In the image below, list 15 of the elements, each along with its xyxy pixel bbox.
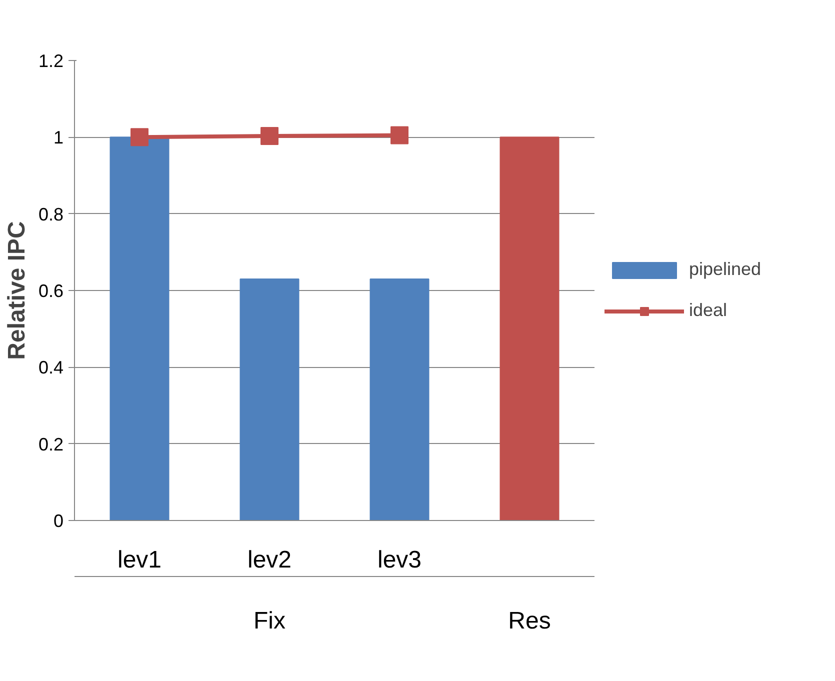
y-tick-label: 0 bbox=[53, 511, 64, 531]
y-tick-label: 0.4 bbox=[38, 358, 64, 378]
legend-label: ideal bbox=[689, 300, 728, 321]
y-tick-label: 0.6 bbox=[38, 281, 64, 301]
text: Res bbox=[508, 608, 551, 634]
y-axis-title: Relative IPC bbox=[3, 221, 30, 360]
x-tick-label: lev2 bbox=[247, 546, 292, 574]
x-tick-label: lev1 bbox=[117, 546, 162, 574]
legend-label: pipelined bbox=[689, 259, 762, 280]
y-tick-label: 1.2 bbox=[38, 51, 64, 71]
y-tick-label: 0.2 bbox=[38, 434, 64, 454]
text: Fix bbox=[254, 608, 286, 634]
y-tick-label: 1 bbox=[53, 128, 64, 148]
y-tick-label: 0.8 bbox=[38, 204, 64, 224]
x-tick-label: lev3 bbox=[377, 546, 422, 574]
